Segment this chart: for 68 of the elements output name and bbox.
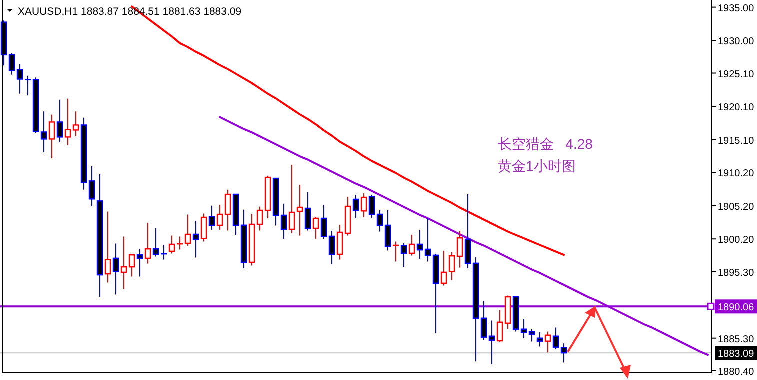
candlestick (352, 194, 360, 219)
candlestick (368, 194, 376, 219)
candlestick (280, 203, 288, 240)
candlestick (304, 192, 312, 232)
candlestick (56, 99, 64, 144)
candlestick (320, 204, 328, 240)
candlestick (456, 230, 464, 268)
annotation: 长空猎金 4.28 (498, 136, 594, 152)
candlestick (336, 224, 344, 260)
candlestick (216, 204, 224, 231)
candlestick (440, 250, 448, 286)
candlestick (64, 98, 72, 146)
candlestick (208, 205, 216, 231)
candlestick (480, 300, 488, 341)
candlestick (496, 310, 504, 343)
y-tick-label: 1885.30 (718, 334, 755, 346)
candlestick (168, 235, 176, 254)
candlestick (536, 332, 544, 348)
candlestick (448, 252, 456, 281)
candlestick (528, 328, 536, 342)
y-tick-label: 1920.10 (718, 102, 755, 114)
y-tick-label: 1905.20 (718, 202, 755, 213)
candlestick (376, 210, 384, 232)
candlestick (296, 184, 304, 236)
y-tick-label: 1935.00 (718, 3, 755, 14)
candlestick (200, 213, 208, 242)
candlestick (152, 228, 160, 258)
y-tick-label: 1895.30 (718, 268, 755, 279)
candlestick (312, 216, 320, 240)
candlestick (328, 230, 336, 265)
candlestick (424, 218, 432, 262)
ref-line-label: 1883.09 (718, 349, 755, 360)
annotation: 黄金1小时图 (498, 158, 576, 174)
candlestick (88, 166, 96, 207)
candlestick (544, 331, 552, 354)
candlestick (408, 234, 416, 256)
candlestick (104, 211, 112, 284)
candlestick (128, 254, 136, 278)
candlestick (136, 248, 144, 278)
candlestick (520, 318, 528, 339)
candlestick (48, 114, 56, 160)
candlestick (72, 111, 80, 138)
candlestick (40, 111, 48, 154)
candlestick (360, 192, 368, 218)
candlestick (144, 222, 152, 264)
y-tick-label: 1930.00 (718, 36, 755, 48)
y-tick-label: 1910.20 (718, 168, 755, 180)
candlestick (288, 164, 296, 234)
y-tick-label: 1925.10 (718, 69, 755, 80)
candlestick (384, 210, 392, 252)
candlestick (16, 63, 24, 94)
y-tick-label: 1915.10 (718, 136, 755, 147)
candlestick (416, 230, 424, 260)
candlestick (464, 194, 472, 269)
candlestick (400, 242, 408, 268)
ref-line-label: 1890.06 (718, 302, 755, 314)
candlestick (8, 52, 16, 76)
candlestick (112, 243, 120, 296)
y-tick-label: 1880.40 (718, 367, 755, 378)
candlestick (552, 327, 560, 350)
candlestick (224, 189, 232, 232)
candlestick (256, 206, 264, 232)
y-tick-label: 1900.20 (718, 235, 755, 246)
candlestick (120, 236, 128, 290)
candlestick (192, 220, 200, 258)
candlestick (184, 214, 192, 247)
candlestick (488, 320, 496, 365)
candlestick (560, 343, 568, 364)
